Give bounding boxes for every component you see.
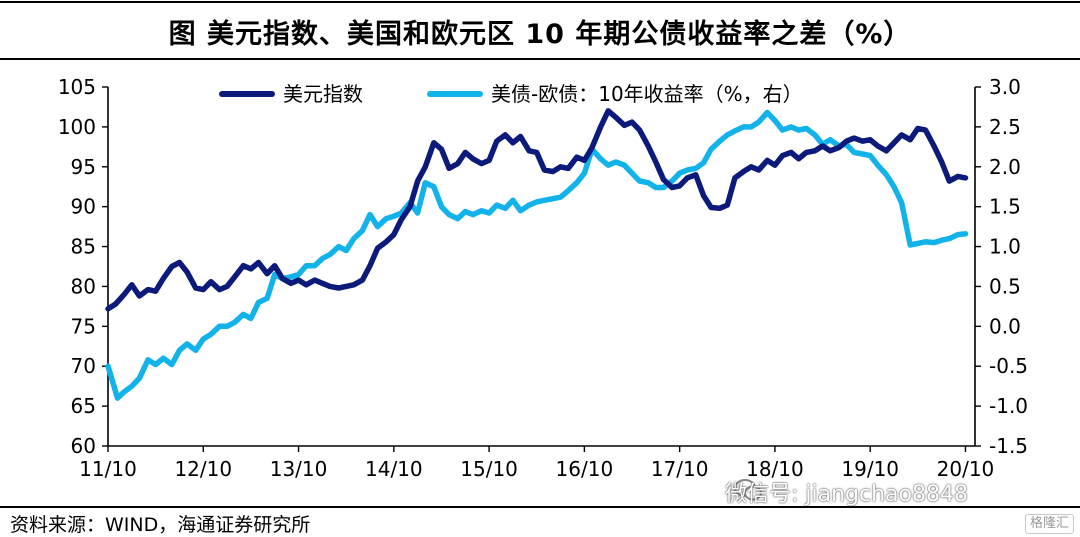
x-tick-label: 11/10	[79, 457, 137, 481]
left-y-tick-label: 95	[71, 155, 96, 179]
left-y-tick-label: 105	[58, 75, 96, 99]
left-y-tick-label: 70	[71, 354, 96, 378]
legend-dxy: 美元指数	[219, 82, 363, 106]
watermark-text: 微信号: jiangchao8848	[725, 482, 968, 507]
source-note: 资料来源：WIND，海通证券研究所	[10, 514, 311, 536]
legend-spread: 美债-欧债：10年收益率（%，右）	[427, 82, 803, 106]
right-y-tick-label: 3.0	[989, 75, 1021, 99]
left-y-tick-label: 75	[71, 314, 96, 338]
right-y-tick-label: 2.0	[989, 155, 1021, 179]
line-chart: 60 65 70 75 80 85 90 95 100 105 -1.5 -1.0 -0.5 0.0 0.5…	[58, 75, 1028, 481]
x-tick-label: 17/10	[651, 457, 709, 481]
left-y-tick-label: 100	[58, 115, 96, 139]
top-rule	[0, 1, 1080, 3]
left-y-tick-label: 80	[71, 274, 96, 298]
right-y-tick-label: 1.0	[989, 235, 1021, 259]
title-rule	[0, 58, 1080, 60]
x-tick-label: 16/10	[556, 457, 614, 481]
x-tick-label: 12/10	[174, 457, 232, 481]
x-tick-label: 14/10	[365, 457, 423, 481]
right-y-tick-label: 0.5	[989, 274, 1021, 298]
legend-label: 美债-欧债：10年收益率（%，右）	[491, 82, 803, 106]
axes: 60 65 70 75 80 85 90 95 100 105 -1.5 -1.0 -0.5 0.0 0.5…	[58, 75, 1028, 481]
wechat-icon	[734, 479, 762, 501]
x-tick-label: 20/10	[937, 457, 995, 481]
right-y-tick-label: -1.0	[989, 394, 1028, 418]
series-line-dxy	[105, 108, 969, 312]
series-line-spread	[105, 109, 969, 401]
legend: 美元指数 美债-欧债：10年收益率（%，右）	[219, 82, 803, 106]
series-layer	[105, 108, 969, 401]
right-y-tick-label: 2.5	[989, 115, 1021, 139]
right-y-tick-label: 1.5	[989, 195, 1021, 219]
brand-logo: 格隆汇	[1024, 514, 1074, 534]
chart-title: 图 美元指数、美国和欧元区 10 年期公债收益率之差（%）	[168, 19, 912, 50]
title-bar: 图 美元指数、美国和欧元区 10 年期公债收益率之差（%）	[0, 0, 1080, 64]
left-y-tick-label: 90	[71, 195, 96, 219]
x-tick-label: 19/10	[841, 457, 899, 481]
right-y-tick-label: 0.0	[989, 314, 1021, 338]
x-tick-label: 15/10	[460, 457, 518, 481]
right-y-tick-label: -1.5	[989, 434, 1028, 458]
legend-label: 美元指数	[283, 82, 363, 106]
x-tick-label: 18/10	[746, 457, 804, 481]
left-y-tick-label: 85	[71, 235, 96, 259]
right-y-tick-label: -0.5	[989, 354, 1028, 378]
x-tick-label: 13/10	[270, 457, 328, 481]
footer-rule	[0, 506, 1080, 508]
left-y-tick-label: 60	[71, 434, 96, 458]
left-y-tick-label: 65	[71, 394, 96, 418]
